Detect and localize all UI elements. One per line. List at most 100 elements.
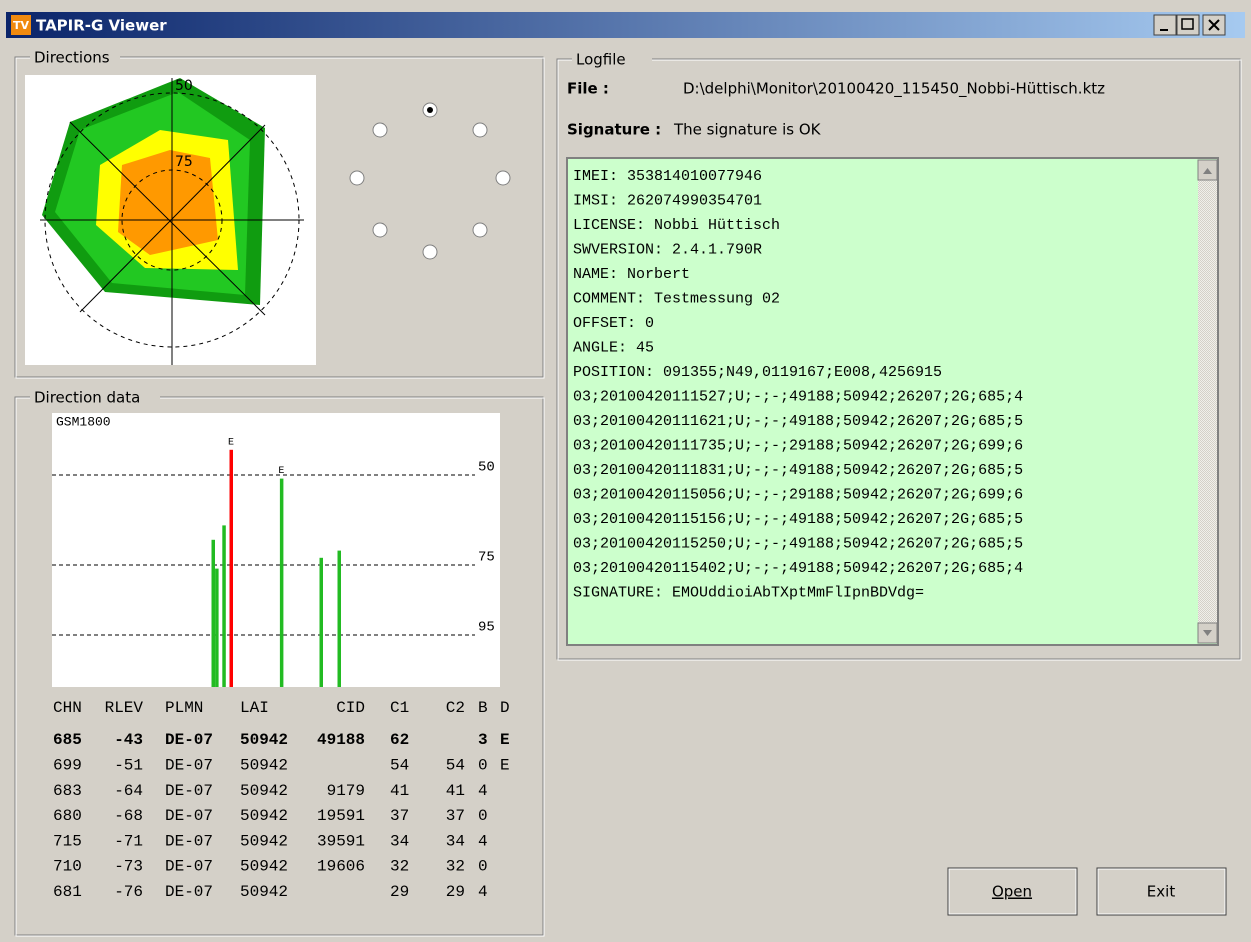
radar (40, 78, 304, 365)
log-lines: IMEI: 353814010077946 IMSI: 2620749903547… (573, 168, 1023, 602)
table-cell: 49188 (317, 731, 365, 749)
signature-status: The signature is OK (673, 121, 822, 139)
radio-button[interactable] (372, 122, 388, 138)
table-header: LAI (240, 699, 269, 717)
table-cell: 37 (446, 807, 465, 825)
radar-label: 75 (175, 154, 193, 170)
table-header: CHN (53, 699, 82, 717)
table-cell: 681 (53, 883, 82, 901)
table-cell: DE-07 (165, 832, 213, 850)
table-cell: 50942 (240, 858, 288, 876)
table-cell: 54 (446, 757, 465, 775)
table-cell: 32 (390, 858, 409, 876)
group-box (556, 58, 1241, 660)
log-line: 03;20100420115056;U;-;-;29188;50942;2620… (573, 486, 1023, 503)
table-cell: -51 (114, 757, 143, 775)
level-label: 75 (478, 550, 495, 566)
log-line: OFFSET: 0 (573, 315, 654, 332)
table-cell: DE-07 (165, 807, 213, 825)
scrollbar[interactable] (1198, 160, 1217, 643)
cell-table: CHN RLEV PLMN LAI CID C1 C2 B D 685 -43 DE-07 50942 4… (53, 699, 510, 901)
table-cell: 37 (390, 807, 409, 825)
level-bar (222, 525, 226, 687)
exit-button[interactable] (1096, 867, 1227, 916)
app-icon (11, 15, 31, 35)
level-chart (52, 413, 500, 687)
table-cell: 3 (478, 731, 488, 749)
table-cell: -43 (114, 731, 143, 749)
table-header: C2 (446, 699, 465, 717)
title-bar (6, 12, 1245, 38)
exit-button-label: Exit (1147, 883, 1176, 901)
table-cell: -68 (114, 807, 143, 825)
table-header: PLMN (165, 699, 203, 717)
radar-label: 50 (175, 78, 193, 94)
table-header: C1 (390, 699, 409, 717)
table-cell: 4 (478, 782, 488, 800)
level-bar (319, 557, 323, 687)
group-box-highlight (15, 57, 545, 379)
table-header: D (500, 699, 510, 717)
radio-button[interactable] (495, 170, 511, 186)
table-cell: 41 (446, 782, 465, 800)
table-header: CID (336, 699, 365, 717)
table-cell: 39591 (317, 832, 365, 850)
table-cell: 9179 (327, 782, 365, 800)
table-cell: 699 (53, 757, 82, 775)
log-line: 03;20100420111621;U;-;-;49188;50942;2620… (573, 413, 1023, 430)
level-bar (337, 550, 341, 687)
window-title: TAPIR-G Viewer (36, 17, 167, 35)
log-line: ANGLE: 45 (573, 339, 654, 356)
table-cell: 4 (478, 883, 488, 901)
table-cell: 41 (390, 782, 409, 800)
table-cell: 710 (53, 858, 82, 876)
table-cell: 19591 (317, 807, 365, 825)
table-header: B (478, 699, 488, 717)
table-header: RLEV (105, 699, 144, 717)
group-label: Logfile (576, 51, 626, 69)
table-cell: 29 (446, 883, 465, 901)
file-path: D:\delphi\Monitor\20100420_115450_Nobbi-… (683, 80, 1105, 99)
radio-button[interactable] (472, 122, 488, 138)
table-cell: 54 (390, 757, 409, 775)
radio-button[interactable] (472, 222, 488, 238)
table-cell: 32 (446, 858, 465, 876)
file-label: File : (567, 80, 609, 98)
group-box (14, 396, 544, 936)
table-cell: -76 (114, 883, 143, 901)
log-line: COMMENT: Testmessung 02 (573, 290, 780, 307)
level-bar (229, 449, 233, 687)
signature-label: Signature : (567, 121, 661, 139)
minimize-button[interactable] (1153, 14, 1177, 36)
group-label: Direction data (34, 389, 140, 407)
table-cell: -71 (114, 832, 143, 850)
app-icon-text: TV (13, 19, 30, 32)
level-label: 50 (478, 460, 495, 476)
table-cell: DE-07 (165, 858, 213, 876)
table-cell: 680 (53, 807, 82, 825)
log-textbox[interactable] (566, 157, 1219, 646)
table-cell: 0 (478, 807, 488, 825)
log-line: 03;20100420111527;U;-;-;49188;50942;2620… (573, 388, 1023, 405)
open-button[interactable] (947, 867, 1078, 916)
radio-button[interactable] (372, 222, 388, 238)
table-cell: 50942 (240, 782, 288, 800)
table-cell: E (500, 757, 510, 775)
log-line: SIGNATURE: EMOUddioiAbTXptMmFlIpnBDVdg= (573, 584, 924, 601)
radio-button[interactable] (349, 170, 365, 186)
table-cell: 50942 (240, 832, 288, 850)
table-cell: 50942 (240, 807, 288, 825)
log-line: POSITION: 091355;N49,0119167;E008,425691… (573, 364, 942, 381)
table-cell: 50942 (240, 757, 288, 775)
log-line: 03;20100420115250;U;-;-;49188;50942;2620… (573, 535, 1023, 552)
maximize-button[interactable] (1176, 14, 1200, 36)
table-cell: 715 (53, 832, 82, 850)
table-cell: DE-07 (165, 883, 213, 901)
level-bar (215, 568, 219, 687)
table-cell: 50942 (240, 883, 288, 901)
radio-button[interactable] (422, 244, 438, 260)
table-cell: 29 (390, 883, 409, 901)
log-line: IMEI: 353814010077946 (573, 168, 762, 185)
group-box-highlight (15, 397, 545, 937)
